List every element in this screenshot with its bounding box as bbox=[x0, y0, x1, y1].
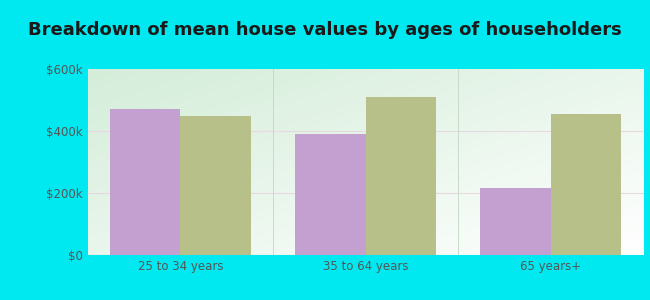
Bar bbox=[295, 134, 365, 255]
Bar bbox=[551, 114, 621, 255]
Bar bbox=[365, 97, 436, 255]
Bar bbox=[480, 188, 551, 255]
Bar bbox=[181, 116, 251, 255]
Text: Breakdown of mean house values by ages of householders: Breakdown of mean house values by ages o… bbox=[28, 21, 622, 39]
Bar bbox=[110, 109, 181, 255]
